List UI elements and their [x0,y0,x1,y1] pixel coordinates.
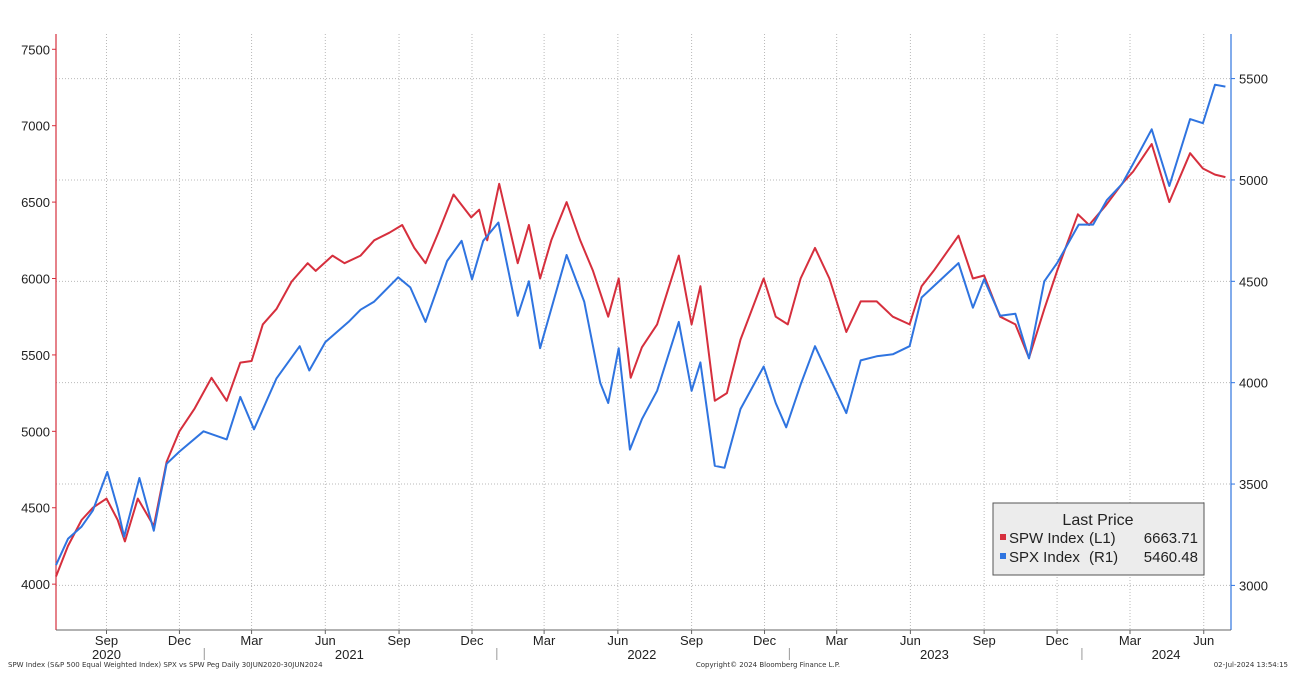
year-label: 2022 [627,647,656,662]
left-tick-label: 7000 [21,119,50,134]
x-tick-label: Jun [1193,633,1214,648]
legend-title: Last Price [1062,512,1133,529]
right-tick-label: 3500 [1239,477,1268,492]
x-tick-label: Mar [533,633,556,648]
legend-value-spx: 5460.48 [1144,549,1198,566]
year-label: 2021 [335,647,364,662]
x-tick-label: Jun [900,633,921,648]
x-tick-label: Jun [315,633,336,648]
series-layer [55,83,1226,577]
right-tick-label: 4000 [1239,376,1268,391]
x-tick-label: Dec [1046,633,1070,648]
grid [56,34,1231,630]
footer-copyright: Copyright© 2024 Bloomberg Finance L.P. [696,661,840,669]
x-tick-label: Jun [607,633,628,648]
year-label: 2023 [920,647,949,662]
footer-timestamp: 02-Jul-2024 13:54:15 [1214,661,1288,669]
legend-axis-spw: (L1) [1089,530,1116,547]
legend-name-spx: SPX Index [1009,549,1080,566]
year-label: 2024 [1152,647,1181,662]
right-tick-label: 4500 [1239,274,1268,289]
x-tick-label: Sep [387,633,410,648]
spw-index-line [55,143,1226,577]
x-axis-ticks: Sep Dec Mar Jun Sep Dec Mar Jun Sep Dec Mar Jun Sep D… [92,630,1214,662]
x-tick-label: Mar [1119,633,1142,648]
legend-value-spw: 6663.71 [1144,530,1198,547]
x-tick-label: Mar [825,633,848,648]
left-tick-label: 7500 [21,42,50,57]
x-tick-label: Sep [680,633,703,648]
x-tick-label: Dec [168,633,192,648]
legend-axis-spx: (R1) [1089,549,1118,566]
spx-index-line [55,83,1226,566]
left-tick-label: 6500 [21,195,50,210]
right-axis-ticks: 3000 3500 4000 4500 5000 5500 [1231,72,1268,593]
legend-box [992,502,1205,576]
x-tick-label: Sep [973,633,996,648]
left-tick-label: 5500 [21,348,50,363]
left-axis-ticks: 4000 4500 5000 5500 6000 6500 7000 7500 [21,42,56,592]
x-tick-label: Sep [95,633,118,648]
x-tick-label: Dec [753,633,777,648]
left-tick-label: 4000 [21,577,50,592]
right-tick-label: 3000 [1239,578,1268,593]
footer-description: SPW Index (S&P 500 Equal Weighted Index)… [8,661,323,669]
year-label: 2020 [92,647,121,662]
left-tick-label: 6000 [21,272,50,287]
right-tick-label: 5500 [1239,72,1268,87]
legend: Last Price SPW Index (L1) 6663.71 SPX In… [992,502,1205,576]
left-tick-label: 5000 [21,424,50,439]
right-tick-label: 5000 [1239,173,1268,188]
legend-swatch-spx [1000,553,1006,559]
x-tick-label: Dec [460,633,484,648]
legend-name-spw: SPW Index [1009,530,1085,547]
x-tick-label: Mar [240,633,263,648]
left-tick-label: 4500 [21,501,50,516]
legend-swatch-spw [1000,534,1006,540]
